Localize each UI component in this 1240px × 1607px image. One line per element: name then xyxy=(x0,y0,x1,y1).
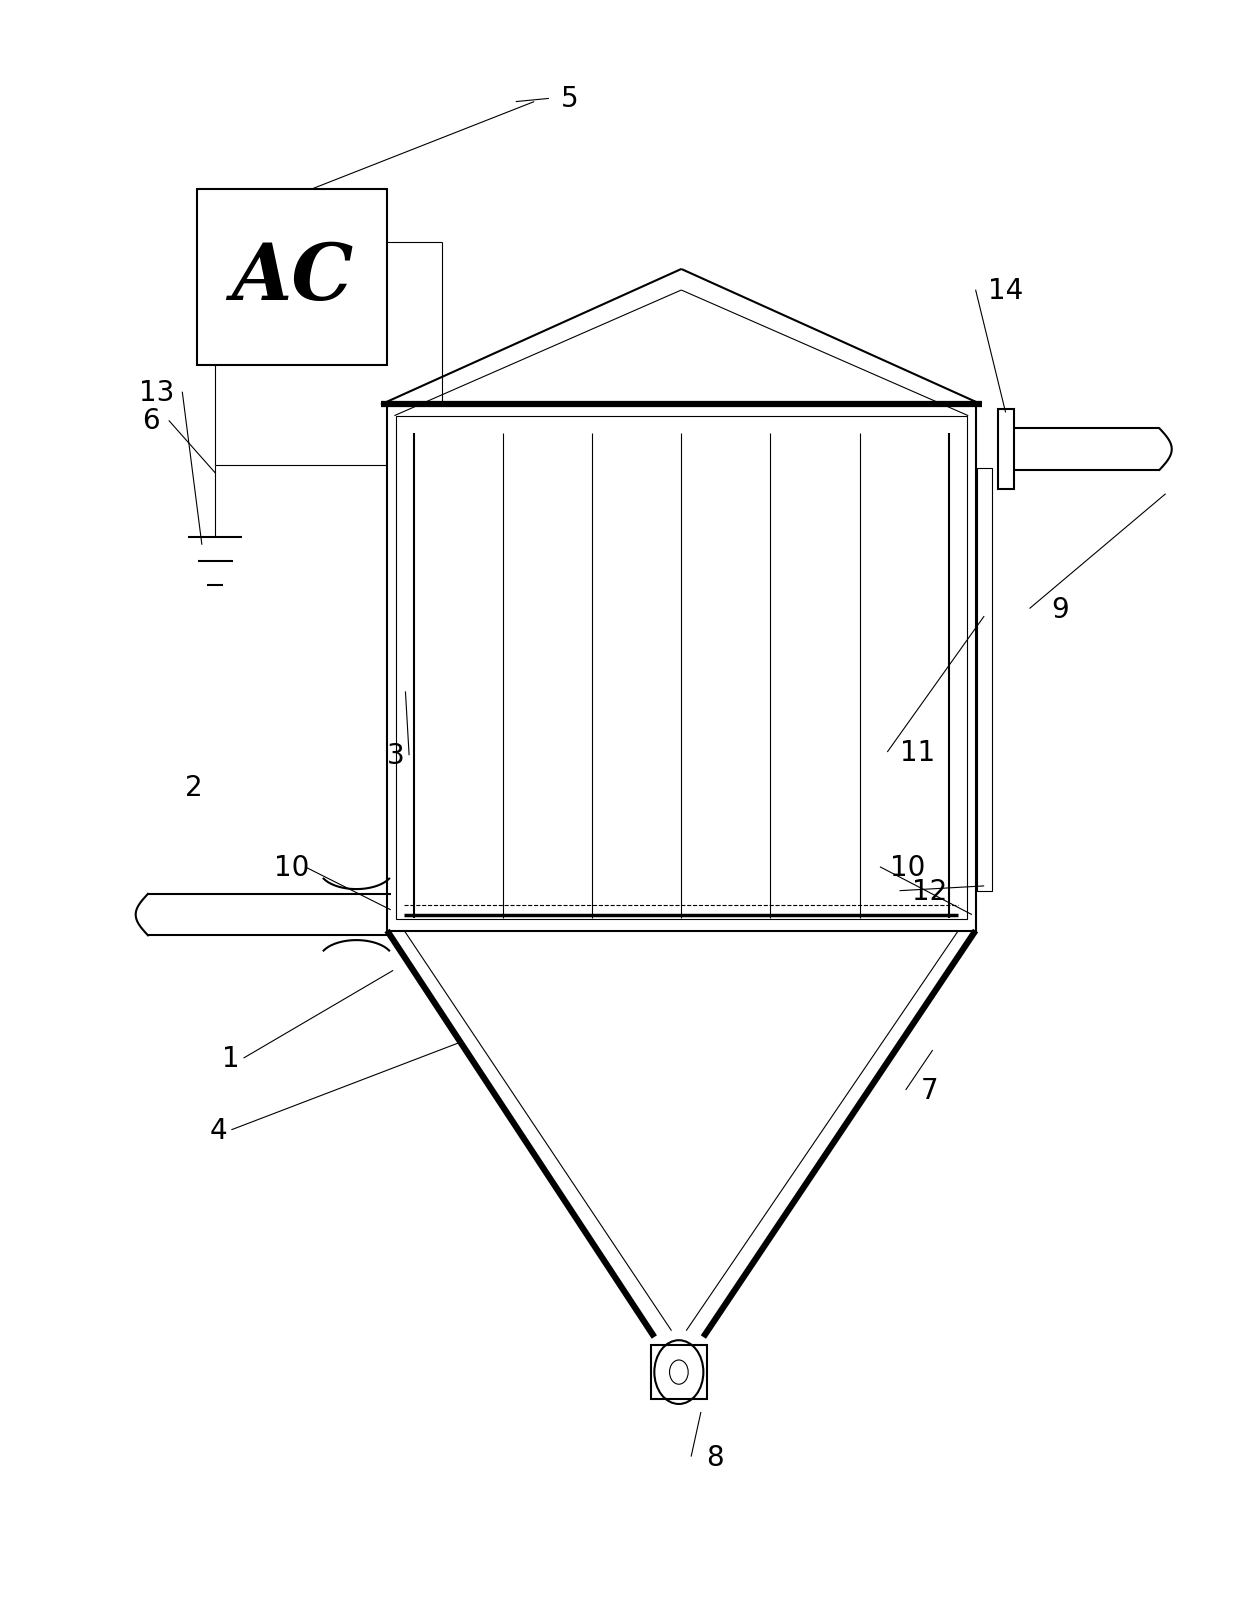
Text: 2: 2 xyxy=(185,773,202,802)
Bar xyxy=(396,416,967,919)
Text: 8: 8 xyxy=(706,1443,723,1470)
Text: 10: 10 xyxy=(274,853,310,881)
Bar xyxy=(977,469,992,892)
Text: AC: AC xyxy=(231,239,353,317)
Text: 11: 11 xyxy=(899,739,935,767)
Text: 3: 3 xyxy=(387,742,404,770)
Text: 10: 10 xyxy=(890,853,925,881)
Text: 14: 14 xyxy=(988,276,1023,304)
Text: 4: 4 xyxy=(210,1117,227,1144)
Bar xyxy=(998,410,1013,490)
Text: 13: 13 xyxy=(139,379,175,407)
Text: 6: 6 xyxy=(141,407,160,435)
Text: 12: 12 xyxy=(911,877,947,905)
Bar xyxy=(651,1345,707,1400)
Bar xyxy=(387,405,976,930)
Text: 1: 1 xyxy=(222,1045,239,1072)
Text: 7: 7 xyxy=(920,1077,937,1104)
Text: 9: 9 xyxy=(1052,595,1069,624)
Text: 5: 5 xyxy=(562,85,579,114)
Bar xyxy=(197,190,387,365)
